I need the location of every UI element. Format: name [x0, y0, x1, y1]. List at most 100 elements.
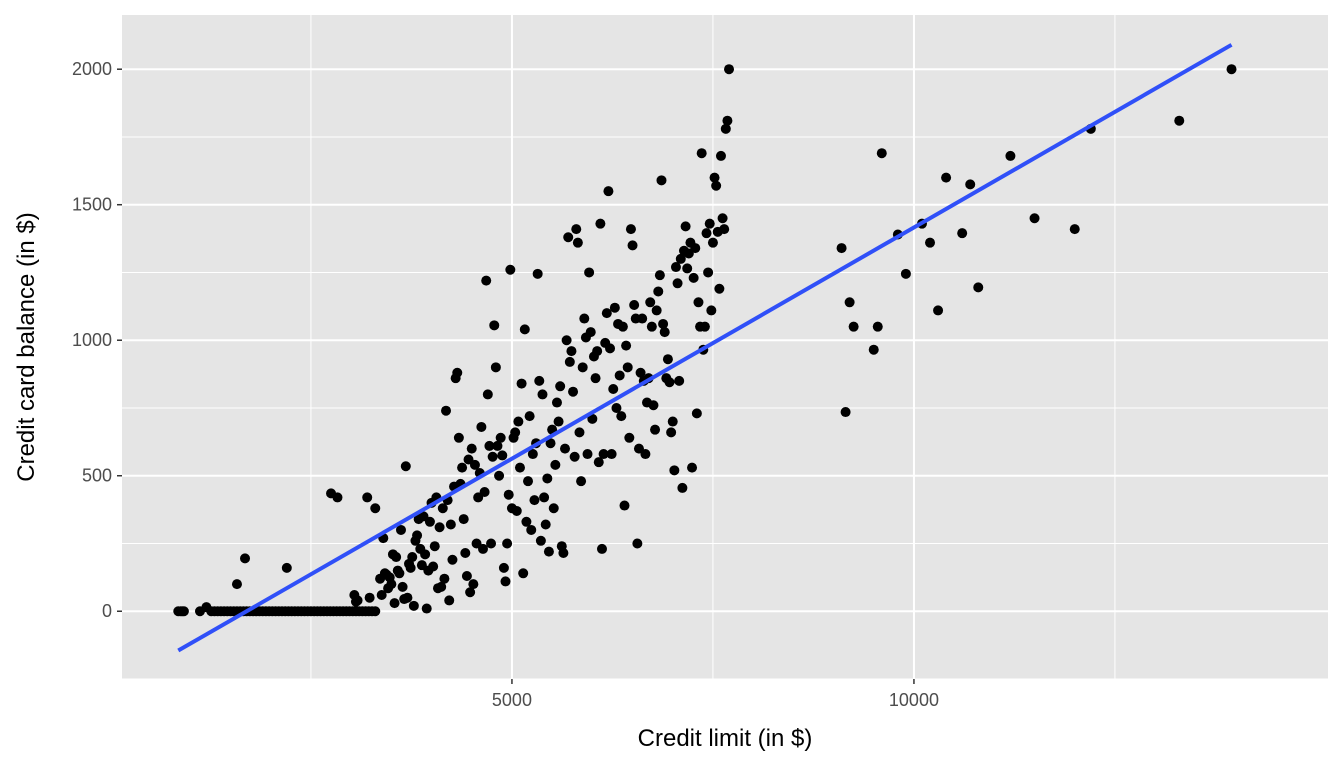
data-point	[527, 449, 538, 460]
data-point	[386, 579, 397, 590]
data-point	[332, 492, 343, 503]
data-point	[609, 302, 620, 313]
data-point	[670, 262, 681, 273]
y-tick-label: 0	[102, 601, 112, 621]
data-point	[674, 375, 685, 386]
data-point	[514, 462, 525, 473]
data-point	[584, 267, 595, 278]
data-point	[521, 516, 532, 527]
data-point	[476, 421, 487, 432]
data-point	[648, 400, 659, 411]
data-point	[596, 543, 607, 554]
regression-line	[177, 43, 1233, 653]
data-point	[524, 411, 535, 422]
data-point	[400, 461, 411, 472]
data-point	[579, 313, 590, 324]
data-point	[659, 327, 670, 338]
data-point	[646, 321, 657, 332]
y-tick-labels: 0 500 1000 1500 2000	[72, 59, 112, 621]
data-points	[173, 64, 1237, 617]
data-point	[941, 172, 952, 183]
data-point	[677, 482, 688, 493]
data-point	[625, 224, 636, 235]
data-point	[548, 503, 559, 514]
data-point	[933, 305, 944, 316]
data-point	[598, 449, 609, 460]
data-point	[437, 503, 448, 514]
x-tick-label: 5000	[492, 690, 532, 710]
data-point	[420, 549, 431, 560]
data-point	[490, 362, 501, 373]
data-point	[494, 470, 505, 481]
data-point	[362, 492, 373, 503]
data-point	[542, 473, 553, 484]
y-tick-label: 1500	[72, 195, 112, 215]
data-point	[658, 318, 669, 329]
data-point	[561, 335, 572, 346]
data-point	[669, 465, 680, 476]
data-point	[445, 519, 456, 530]
x-tick-labels: 5000 10000	[492, 690, 939, 710]
data-point	[577, 362, 588, 373]
data-point	[844, 297, 855, 308]
data-point	[408, 600, 419, 611]
data-point	[1005, 150, 1016, 161]
data-point	[629, 299, 640, 310]
data-point	[429, 541, 440, 552]
data-point	[402, 592, 413, 603]
data-point	[529, 495, 540, 506]
data-point	[495, 432, 506, 443]
data-point	[593, 457, 604, 468]
data-point	[1226, 64, 1237, 75]
data-point	[585, 327, 596, 338]
data-point	[526, 524, 537, 535]
data-point	[364, 592, 375, 603]
data-point	[640, 449, 651, 460]
data-point	[608, 384, 619, 395]
data-point	[664, 377, 675, 388]
data-point	[468, 579, 479, 590]
data-point	[876, 148, 887, 159]
data-point	[391, 552, 402, 563]
data-point	[617, 321, 628, 332]
data-point	[481, 275, 492, 286]
data-point	[616, 411, 627, 422]
data-point	[477, 543, 488, 554]
data-point	[722, 115, 733, 126]
data-point	[690, 243, 701, 254]
data-point	[699, 321, 710, 332]
data-point	[566, 346, 577, 357]
data-point	[405, 562, 416, 573]
data-point	[900, 268, 911, 279]
data-point	[574, 427, 585, 438]
data-point	[510, 427, 521, 438]
data-point	[563, 232, 574, 243]
data-point	[965, 179, 976, 190]
data-point	[624, 432, 635, 443]
data-point	[621, 340, 632, 351]
data-point	[571, 224, 582, 235]
y-tick-label: 500	[82, 466, 112, 486]
data-point	[595, 218, 606, 229]
data-point	[540, 519, 551, 530]
data-point	[687, 462, 698, 473]
data-point	[497, 450, 508, 461]
data-point	[519, 324, 530, 335]
data-point	[632, 538, 643, 549]
data-point	[539, 492, 550, 503]
data-point	[231, 579, 242, 590]
data-point	[370, 503, 381, 514]
axis-ticks	[117, 68, 915, 684]
y-axis-title: Credit card balance (in $)	[13, 212, 40, 481]
data-point	[460, 547, 471, 558]
data-point	[675, 253, 686, 264]
data-point	[178, 606, 189, 617]
data-point	[605, 343, 616, 354]
data-point	[635, 367, 646, 378]
y-tick-label: 1000	[72, 330, 112, 350]
data-point	[543, 546, 554, 557]
data-point	[691, 408, 702, 419]
data-point	[717, 213, 728, 224]
data-point	[447, 554, 458, 565]
data-point	[534, 375, 545, 386]
